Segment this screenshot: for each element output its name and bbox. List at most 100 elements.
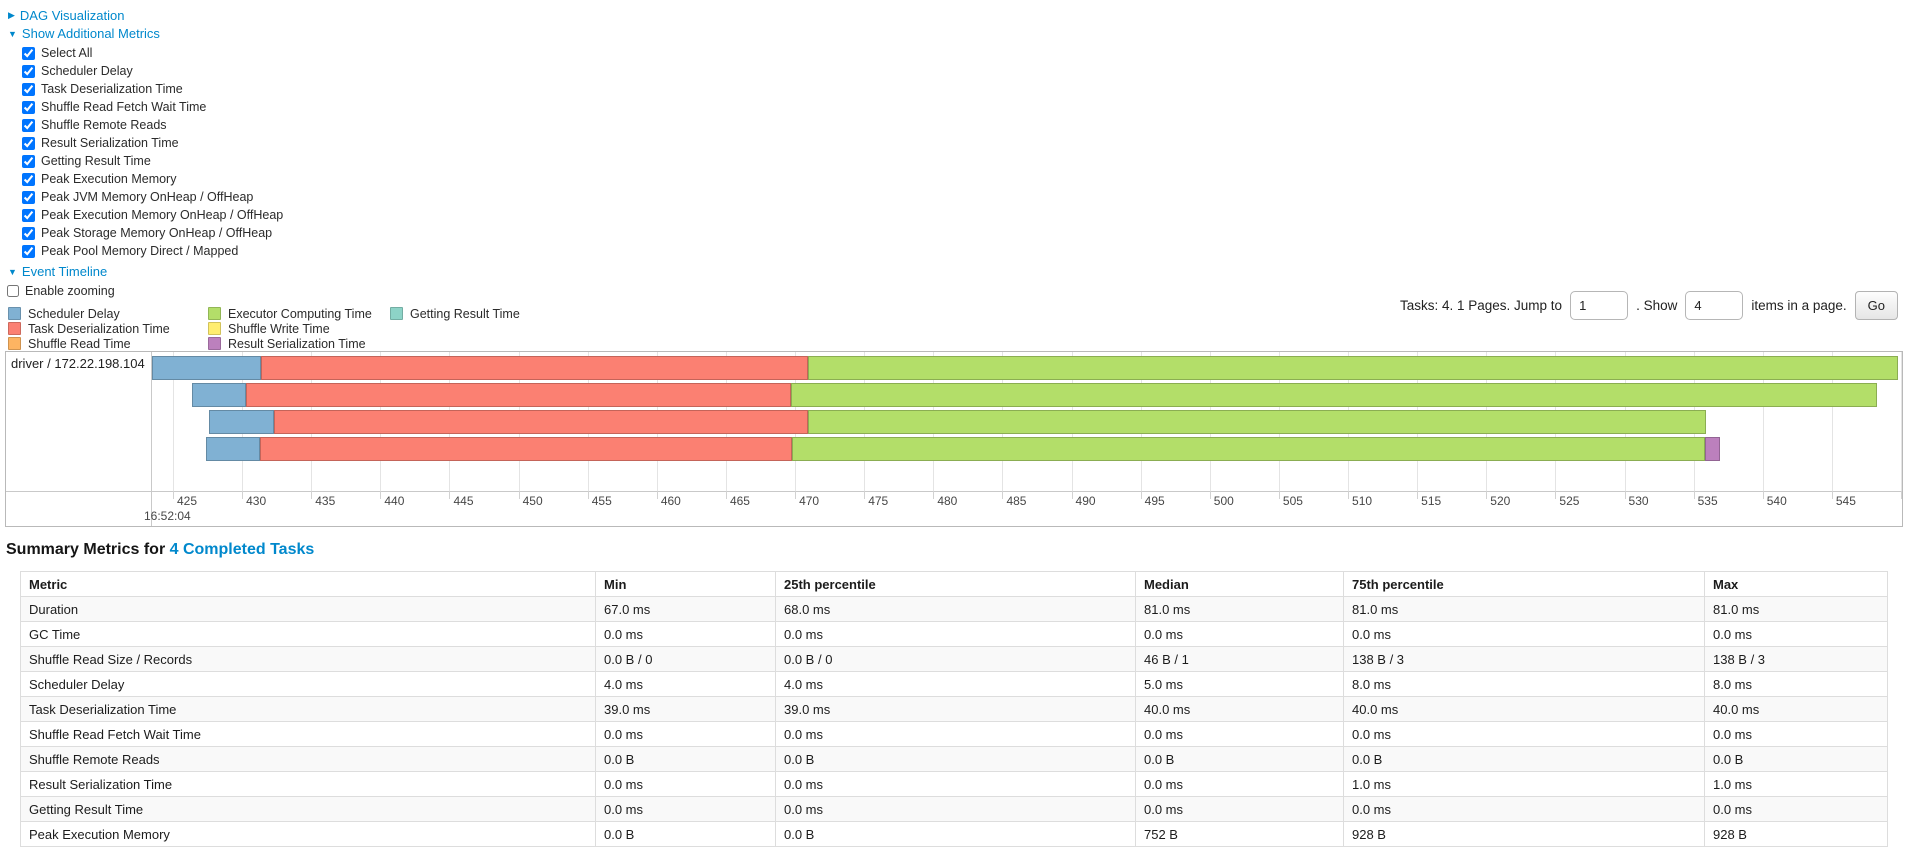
col-header-max: Max [1704, 571, 1888, 597]
task-1-scheduler-delay-bar[interactable] [192, 383, 247, 407]
metric-checkbox-shuffle-read-fetch-wait-time[interactable]: Shuffle Read Fetch Wait Time [22, 98, 626, 116]
col-header-metric: Metric [20, 571, 596, 597]
timeline-tick-label: 480 [937, 494, 958, 508]
metric-value-cell: 5.0 ms [1135, 671, 1344, 697]
task-3-result-serialization-bar[interactable] [1704, 437, 1720, 461]
metric-checkbox-getting-result-time[interactable]: Getting Result Time [22, 152, 626, 170]
jump-to-page-input[interactable] [1570, 291, 1629, 320]
checkbox[interactable] [22, 136, 35, 150]
timeline-tickmark [1209, 491, 1211, 499]
chevron-right-icon: ▶ [8, 10, 15, 20]
metric-checkbox-peak-execution-memory-onheap-offheap[interactable]: Peak Execution Memory OnHeap / OffHeap [22, 206, 626, 224]
checkbox-label: Peak Execution Memory OnHeap / OffHeap [41, 208, 284, 222]
task-0-task-deserialization-bar[interactable] [261, 356, 808, 380]
timeline-tick-label: 500 [1213, 494, 1234, 508]
timeline-tickmark [1348, 491, 1350, 499]
summary-title-text: Summary Metrics for [6, 541, 166, 558]
completed-tasks-link[interactable]: 4 Completed Tasks [169, 541, 315, 558]
metric-value-cell: 39.0 ms [775, 696, 1136, 722]
timeline-group-column: driver / 172.22.198.104 [6, 352, 152, 526]
task-1-task-deserialization-bar[interactable] [246, 383, 791, 407]
checkbox[interactable] [22, 190, 35, 204]
metric-value-cell: 0.0 ms [1704, 621, 1888, 647]
event-timeline-label: Event Timeline [21, 264, 108, 279]
metric-checkbox-shuffle-remote-reads[interactable]: Shuffle Remote Reads [22, 116, 626, 134]
col-header-25th-percentile: 25th percentile [775, 571, 1136, 597]
timeline-tick-label: 455 [591, 494, 612, 508]
metric-checkbox-peak-jvm-memory-onheap-offheap[interactable]: Peak JVM Memory OnHeap / OffHeap [22, 188, 626, 206]
task-3-task-deserialization-bar[interactable] [260, 437, 793, 461]
items-per-page-input[interactable] [1685, 291, 1744, 320]
shuffle-write-swatch-icon [208, 322, 221, 335]
metric-checkbox-peak-execution-memory[interactable]: Peak Execution Memory [22, 170, 626, 188]
task-3-executor-computing-bar[interactable] [792, 437, 1705, 461]
task-2-scheduler-delay-bar[interactable] [208, 410, 274, 434]
metric-value-cell: 928 B [1704, 821, 1888, 847]
metric-value-cell: 40.0 ms [1343, 696, 1705, 722]
metrics-checkbox-list: Select All Scheduler Delay Task Deserializ… [22, 44, 626, 260]
metric-row-shuffle-read-size-records: Shuffle Read Size / Records 0.0 B / 0 0.0 … [20, 646, 1888, 672]
metric-value-cell: 138 B / 3 [1343, 646, 1705, 672]
metric-checkbox-scheduler-delay[interactable]: Scheduler Delay [22, 62, 626, 80]
metric-value-cell: 4.0 ms [775, 671, 1136, 697]
checkbox[interactable] [22, 100, 35, 114]
legend-label: Scheduler Delay [28, 306, 120, 321]
metric-name-cell: Scheduler Delay [20, 671, 596, 697]
enable-zooming-option[interactable]: Enable zooming [7, 282, 626, 299]
timeline-tickmark [1624, 491, 1626, 499]
metric-name-cell: Getting Result Time [20, 796, 596, 822]
metric-checkbox-result-serialization-time[interactable]: Result Serialization Time [22, 134, 626, 152]
checkbox[interactable] [22, 244, 35, 258]
timeline-tick-label: 435 [315, 494, 336, 508]
enable-zooming-checkbox[interactable] [7, 284, 19, 297]
checkbox-label: Getting Result Time [41, 154, 151, 168]
timeline-tickmark [173, 491, 174, 499]
checkbox[interactable] [22, 46, 35, 60]
legend-label: Task Deserialization Time [28, 321, 170, 336]
metric-checkbox-peak-storage-memory-onheap-offheap[interactable]: Peak Storage Memory OnHeap / OffHeap [22, 224, 626, 242]
task-3-scheduler-delay-bar[interactable] [206, 437, 261, 461]
metric-checkbox-task-deserialization-time[interactable]: Task Deserialization Time [22, 80, 626, 98]
checkbox[interactable] [22, 118, 35, 132]
timeline-tickmark [242, 491, 244, 499]
task-1-executor-computing-bar[interactable] [790, 383, 1878, 407]
summary-metrics-table: Metric Min 25th percentile Median 75th perce… [20, 571, 1888, 847]
metric-value-cell: 81.0 ms [1135, 596, 1344, 622]
timeline-gridline [1831, 352, 1833, 491]
executor-computing-swatch-icon [208, 307, 221, 320]
dag-visualization-toggle[interactable]: ▶ DAG Visualization [8, 8, 626, 23]
show-label: . Show [1636, 298, 1678, 313]
metric-name-cell: Shuffle Read Size / Records [20, 646, 596, 672]
metric-row-task-deserialization-time: Task Deserialization Time 39.0 ms 39.0 ms 4… [20, 696, 1888, 722]
event-timeline-toggle[interactable]: ▼ Event Timeline [8, 264, 626, 279]
checkbox[interactable] [22, 154, 35, 168]
metric-row-result-serialization-time: Result Serialization Time 0.0 ms 0.0 ms 0.0… [20, 771, 1888, 797]
checkbox-label: Task Deserialization Time [41, 82, 183, 96]
task-deserialization-swatch-icon [8, 322, 21, 335]
go-button[interactable]: Go [1854, 291, 1898, 320]
metric-value-cell: 0.0 ms [1135, 721, 1344, 747]
metric-value-cell: 0.0 ms [775, 771, 1136, 797]
metric-value-cell: 0.0 ms [775, 621, 1136, 647]
checkbox[interactable] [22, 82, 35, 96]
task-2-executor-computing-bar[interactable] [807, 410, 1707, 434]
show-additional-metrics-toggle[interactable]: ▼ Show Additional Metrics [8, 26, 626, 41]
metric-value-cell: 752 B [1135, 821, 1344, 847]
checkbox[interactable] [22, 226, 35, 240]
checkbox[interactable] [22, 172, 35, 186]
checkbox[interactable] [22, 208, 35, 222]
timeline-tick-label: 490 [1075, 494, 1096, 508]
metric-value-cell: 0.0 B [595, 746, 776, 772]
task-0-executor-computing-bar[interactable] [807, 356, 1899, 380]
shuffle-read-swatch-icon [8, 337, 21, 350]
metric-checkbox-select-all[interactable]: Select All [22, 44, 626, 62]
legend-item-shuffle-read-time: Shuffle Read Time [8, 336, 208, 351]
metric-checkbox-peak-pool-memory-direct-mapped[interactable]: Peak Pool Memory Direct / Mapped [22, 242, 626, 260]
task-0-scheduler-delay-bar[interactable] [152, 356, 262, 380]
checkbox[interactable] [22, 64, 35, 78]
timeline-tickmark [1693, 491, 1695, 499]
metric-value-cell: 0.0 B [775, 746, 1136, 772]
task-2-task-deserialization-bar[interactable] [273, 410, 808, 434]
metric-value-cell: 0.0 ms [1343, 721, 1705, 747]
metric-name-cell: Task Deserialization Time [20, 696, 596, 722]
